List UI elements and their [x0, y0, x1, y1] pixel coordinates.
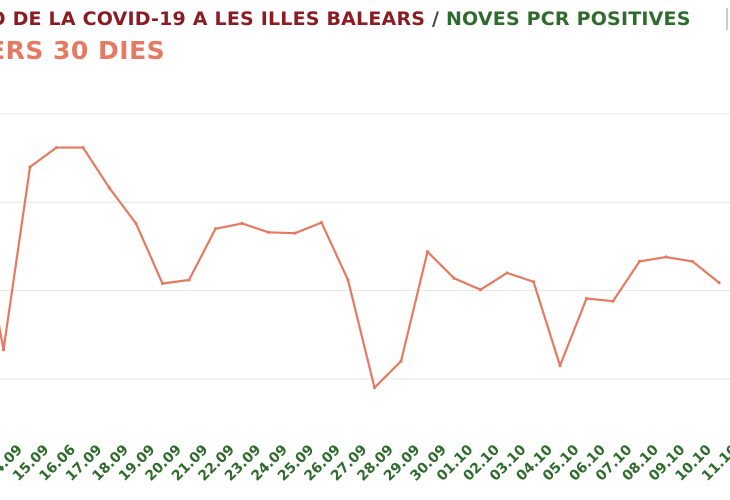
data-point-14.09 [1, 348, 6, 352]
data-point-04.10 [531, 280, 536, 284]
chart-title: CIÓ DE LA COVID-19 A LES ILLES BALEARS /… [0, 8, 691, 30]
chart-title-part2: NOVES PCR POSITIVES [445, 8, 691, 30]
data-point-11.10 [717, 281, 721, 285]
data-point-22.09 [213, 227, 218, 231]
x-axis-labels: 13.0914.0915.0916.0617.0918.0919.0920.09… [0, 442, 730, 485]
data-point-19.09 [134, 221, 138, 226]
chart-title-part1: CIÓ DE LA COVID-19 A LES ILLES BALEARS [0, 8, 426, 30]
data-point-21.09 [187, 278, 191, 282]
data-point-29.09 [399, 359, 403, 363]
data-point-28.09 [372, 386, 377, 390]
data-point-01.10 [452, 276, 456, 280]
data-point-02.10 [478, 288, 483, 292]
data-point-07.10 [611, 299, 615, 303]
data-point-03.10 [505, 271, 509, 275]
grid-lines [0, 113, 730, 380]
data-point-20.09 [160, 281, 165, 286]
data-points [1, 145, 721, 390]
data-point-17.09 [81, 145, 85, 150]
data-point-15.09 [28, 165, 32, 169]
chart-subtitle: ERS 30 DIES [0, 36, 166, 65]
series-line [0, 146, 720, 389]
data-point-23.09 [240, 221, 244, 226]
data-point-18.09 [107, 186, 112, 190]
data-point-30.09 [425, 250, 430, 254]
chart-title-separator: / [425, 8, 446, 30]
data-point-25.09 [293, 231, 297, 235]
data-point-05.10 [558, 364, 562, 368]
data-point-06.10 [584, 296, 589, 301]
data-point-24.09 [266, 230, 271, 234]
data-point-09.10 [664, 255, 668, 259]
data-point-16.06 [54, 145, 59, 150]
data-point-10.10 [690, 259, 695, 264]
series-line-layer [0, 146, 720, 389]
data-point-26.09 [319, 220, 324, 225]
data-point-08.10 [637, 259, 642, 264]
corner-mark [726, 8, 728, 30]
data-point-27.09 [346, 278, 350, 282]
